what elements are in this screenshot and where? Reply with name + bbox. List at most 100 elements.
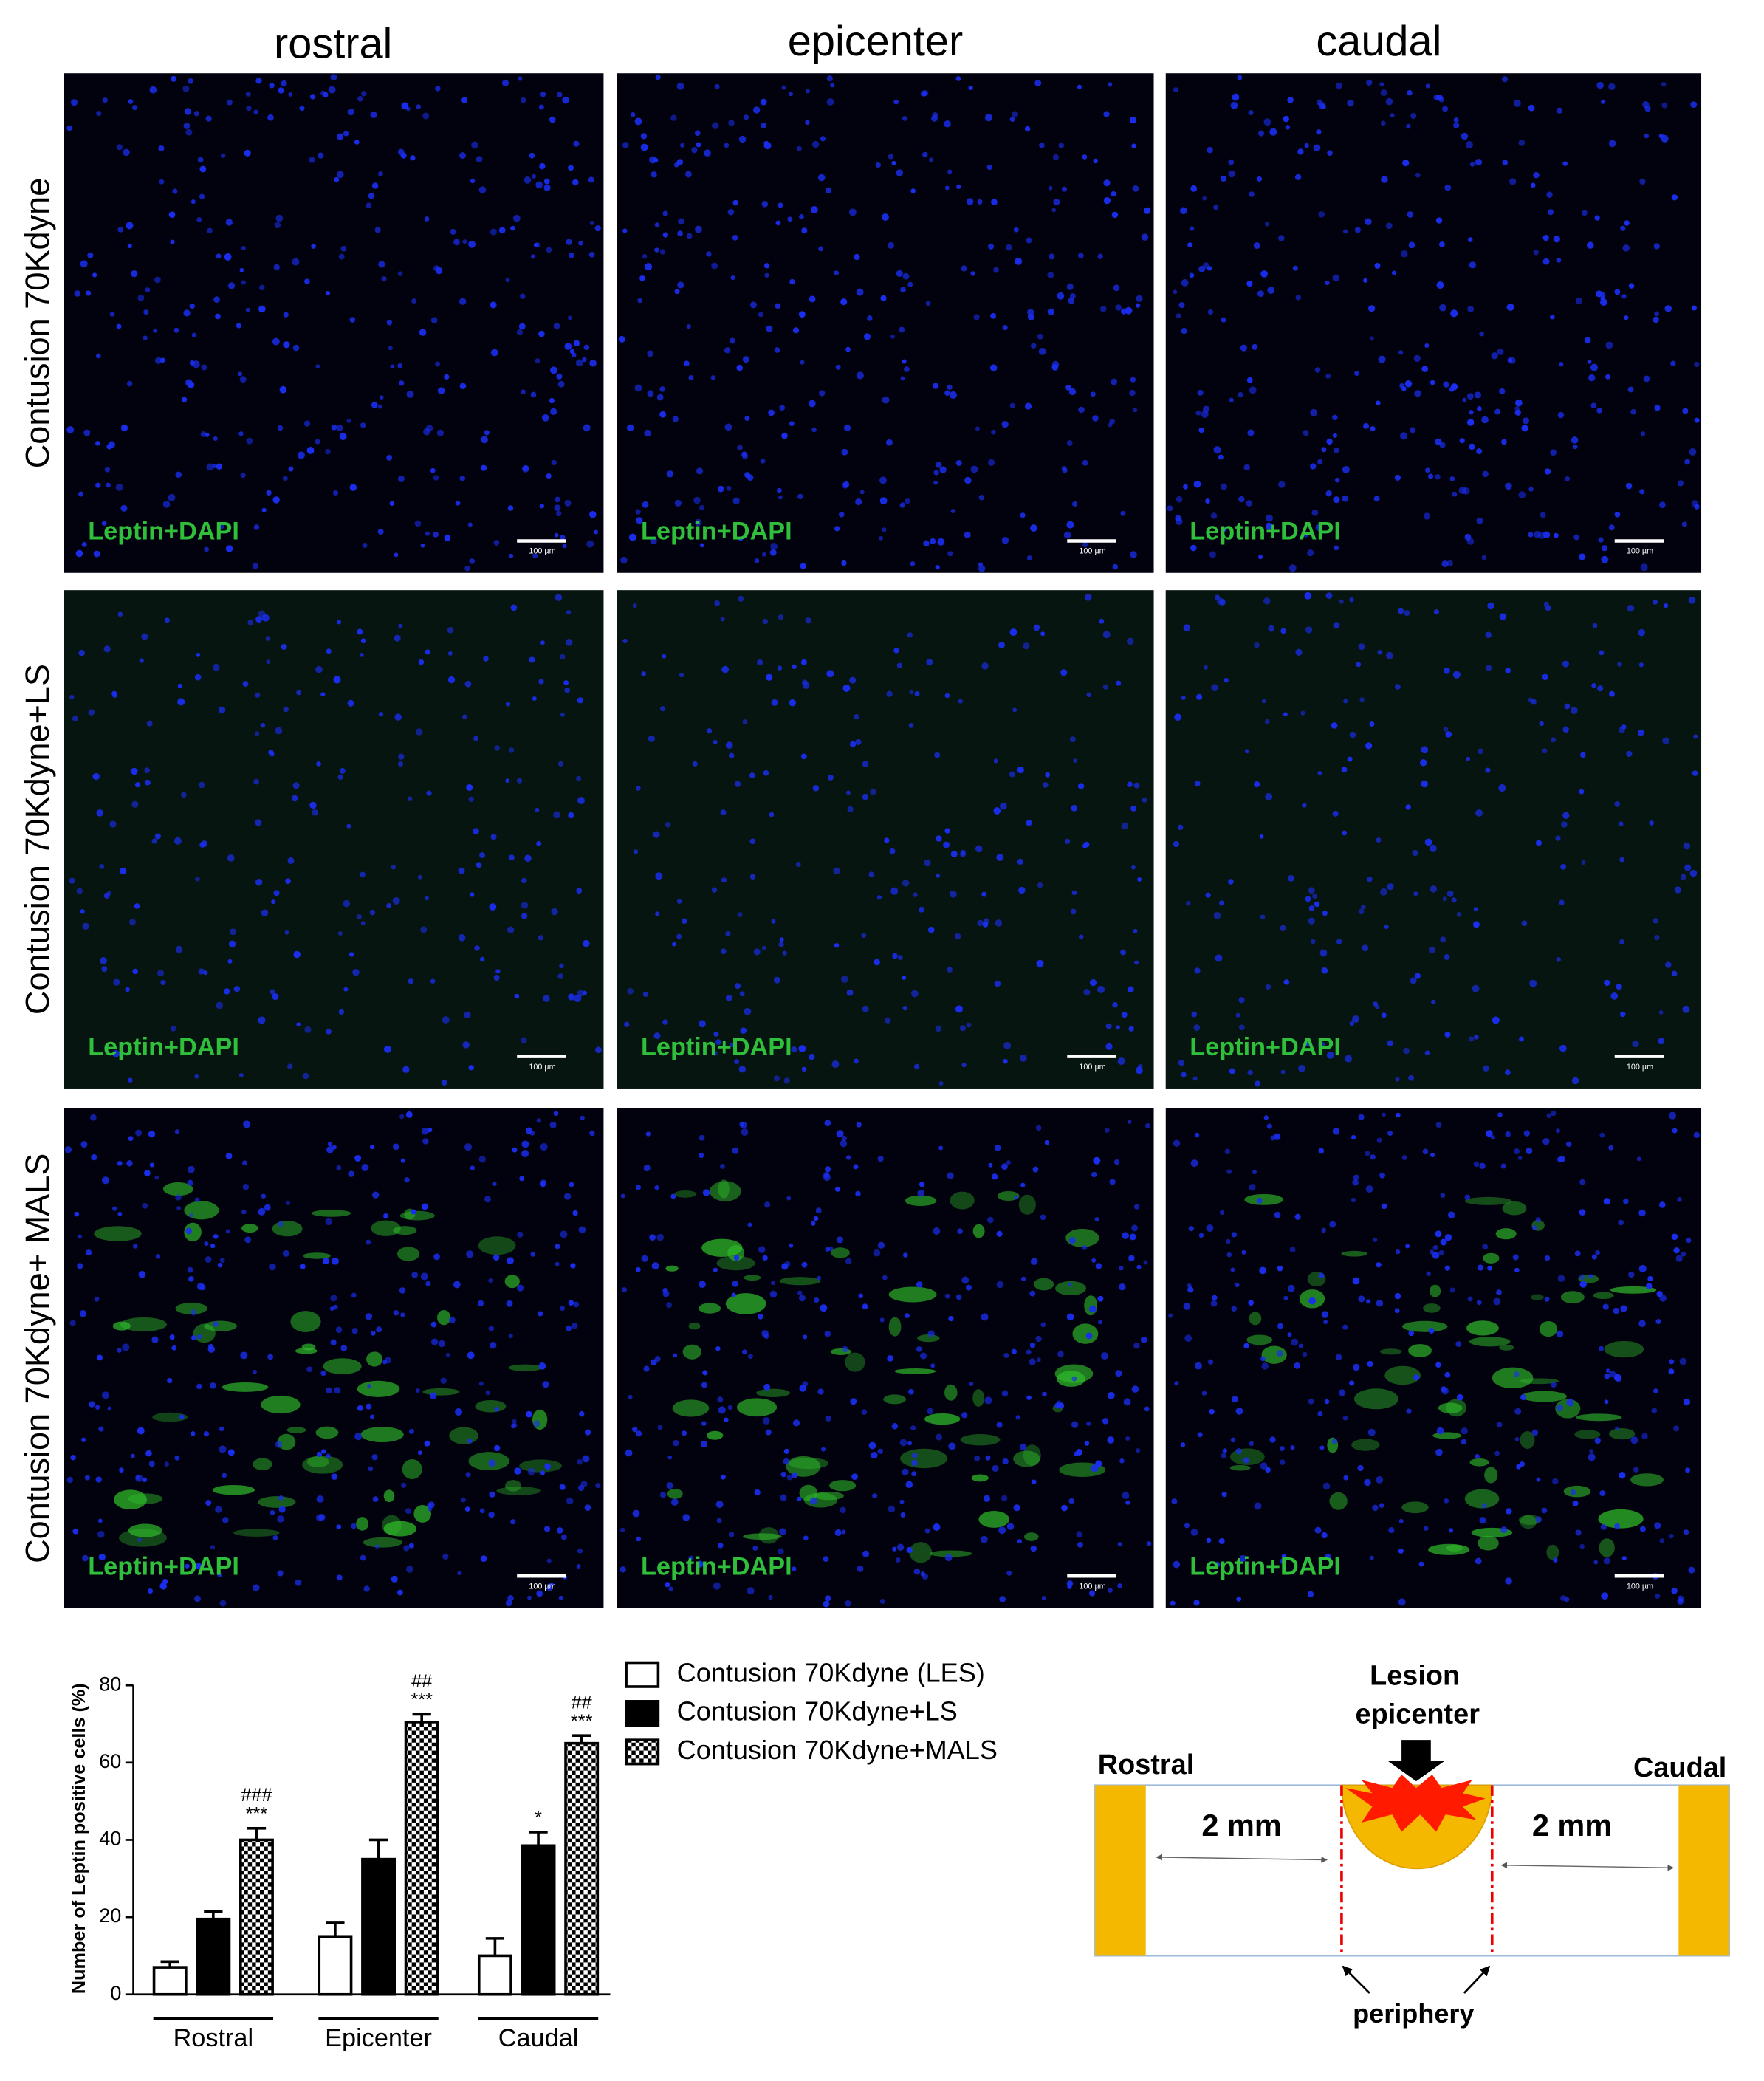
nucleus [498,227,506,234]
nucleus [876,895,882,900]
nucleus [1535,1516,1542,1523]
nucleus [1366,79,1373,86]
nucleus [89,1114,97,1121]
nucleus [1479,1162,1486,1169]
nucleus [594,225,601,232]
leptin-signal [1013,1450,1040,1467]
leptin-signal [1483,1252,1500,1264]
nucleus [1514,1148,1520,1155]
nucleus [779,937,784,942]
nucleus [210,1545,216,1550]
nucleus [879,476,887,484]
nucleus [244,149,251,157]
nucleus [1213,911,1221,919]
nucleus [74,1211,80,1217]
nucleus [791,1046,797,1053]
nucleus [269,83,275,89]
nucleus [1077,1542,1083,1548]
nucleus [1001,1390,1009,1397]
nucleus [1479,1516,1486,1524]
nucleus [529,1130,535,1136]
nucleus [654,222,660,227]
leptin-signal [393,1226,417,1235]
nucleus [1035,1125,1042,1131]
leptin-signal [1466,1320,1499,1336]
nucleus [490,834,497,840]
nucleus [397,761,404,767]
nucleus [191,1335,196,1340]
nucleus [924,859,931,867]
nucleus [217,1262,223,1268]
nucleus [930,1363,936,1368]
nucleus [970,271,975,276]
nucleus [1498,784,1506,792]
nucleus [267,1354,274,1360]
nucleus [1105,1043,1113,1050]
nucleus [112,693,117,698]
nucleus [886,690,893,697]
nucleus [911,1452,918,1459]
nucleus [93,550,100,558]
nucleus [814,1297,820,1303]
leptin-signal [1563,1485,1591,1498]
nucleus [665,1582,670,1588]
nucleus [559,654,566,660]
nucleus [1472,984,1480,992]
nucleus [1235,1447,1243,1455]
scale-bar-label: 100 µm [1627,547,1653,556]
nucleus [1127,781,1133,788]
nucleus [196,1383,202,1390]
leptin-signal [306,1456,329,1468]
x-tick-label: Epicenter [325,2024,432,2052]
bar [361,1857,397,1996]
nucleus [557,973,563,979]
nucleus [189,360,195,366]
nucleus [847,806,854,812]
nucleus [676,899,682,904]
nucleus [225,1152,233,1159]
nucleus [622,141,629,148]
nucleus [1581,860,1586,865]
leptin-signal [997,1191,1020,1201]
nucleus [1082,459,1088,466]
nucleus [1647,1275,1653,1282]
nucleus [1310,463,1317,470]
nucleus [1407,89,1413,96]
nucleus [120,424,128,432]
rostral-label: Rostral [1098,1749,1195,1780]
nucleus [455,500,461,506]
nucleus [1565,1141,1572,1148]
nucleus [1260,270,1269,278]
nucleus [332,1257,339,1265]
nucleus [887,1354,893,1362]
nucleus [1401,250,1408,258]
leptin-signal [924,1413,961,1425]
nucleus [665,821,671,828]
nucleus [1621,1556,1627,1561]
nucleus [520,97,526,103]
nucleus [1229,1068,1235,1074]
nucleus [378,261,385,268]
nucleus [315,1514,323,1521]
nucleus [725,995,732,1001]
nucleus [92,272,97,278]
image-label: Leptin+DAPI [641,518,792,546]
nucleus [78,491,84,497]
nucleus [1112,1001,1118,1008]
nucleus [781,85,786,90]
nucleus [555,496,560,503]
nucleus [737,912,743,918]
nucleus [639,275,645,281]
nucleus [1430,885,1438,893]
nucleus [872,1493,878,1499]
nucleus [170,1025,176,1032]
nucleus [1031,1479,1037,1485]
nucleus [422,112,430,120]
nucleus [297,451,305,459]
nucleus [1369,721,1375,727]
nucleus [1020,1443,1027,1450]
nucleus [800,753,807,760]
nucleus [1588,374,1596,382]
nucleus [1690,101,1698,109]
